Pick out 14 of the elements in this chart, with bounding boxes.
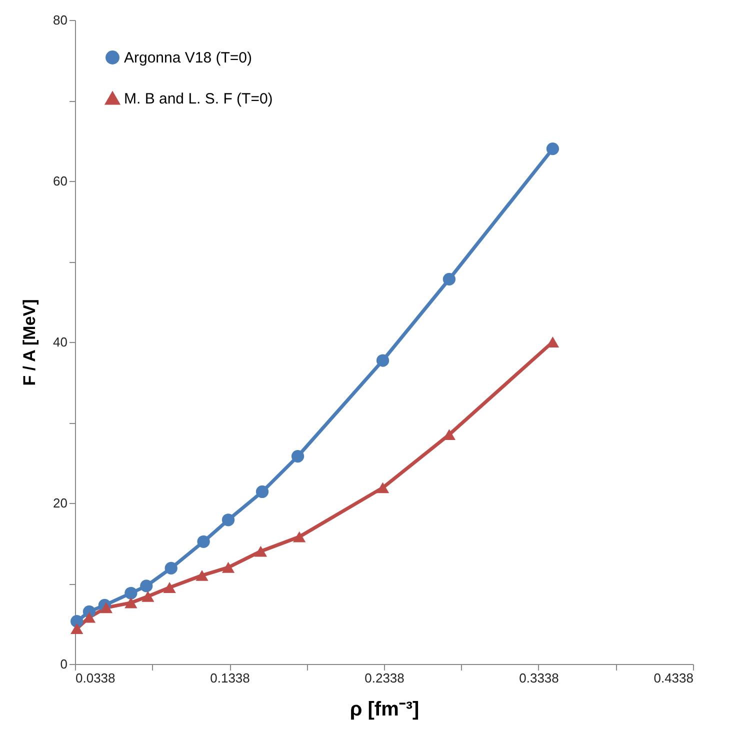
y-tick-label: 40 <box>53 334 68 350</box>
x-tick-label: 0.1338 <box>210 670 250 686</box>
y-tick-label: 0 <box>60 656 68 672</box>
y-tick-label: 60 <box>53 174 68 188</box>
x-tick-label: 0.2338 <box>364 670 404 686</box>
y-axis-title: F / A [MeV] <box>20 299 40 386</box>
y-tick-label: 20 <box>53 496 68 510</box>
x-tick-label: 0.0338 <box>76 670 116 686</box>
legend-label: M. B and L. S. F (T=0) <box>124 90 273 108</box>
x-tick-label: 0.4338 <box>654 670 694 686</box>
x-axis-title: ρ [fm⁻³] <box>350 698 420 720</box>
x-tick-label: 0.3338 <box>519 670 559 686</box>
y-tick-label: 80 <box>53 12 68 28</box>
legend-label: Argonna V18 (T=0) <box>124 50 252 66</box>
